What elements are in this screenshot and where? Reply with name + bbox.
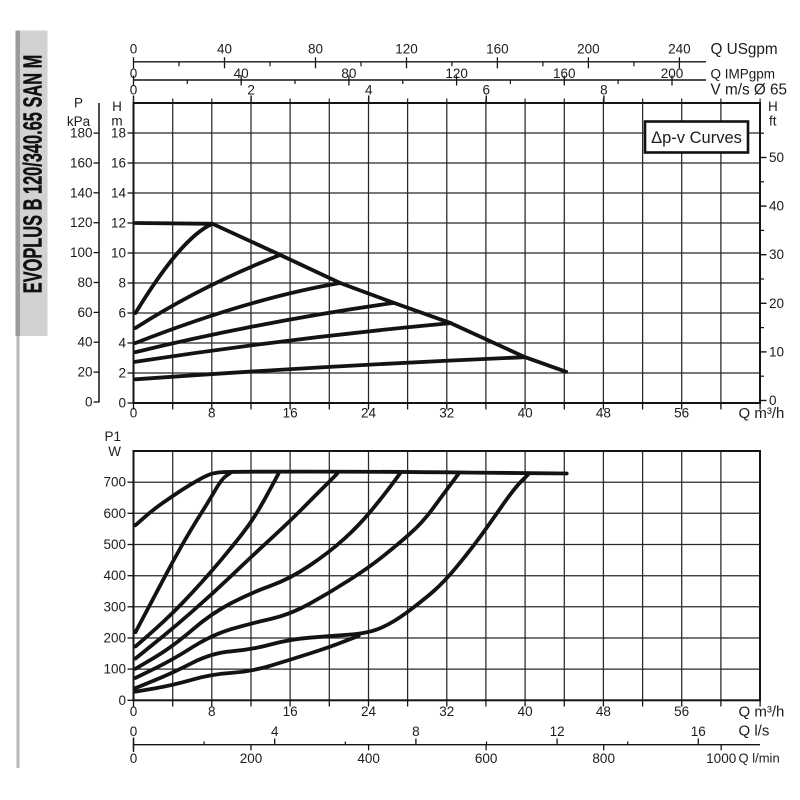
svg-text:120: 120 [445, 66, 468, 81]
svg-text:P1: P1 [104, 429, 121, 444]
svg-text:12: 12 [550, 724, 565, 739]
svg-text:200: 200 [240, 751, 263, 766]
svg-text:80: 80 [77, 275, 92, 290]
svg-text:600: 600 [103, 506, 126, 521]
svg-text:20: 20 [769, 296, 784, 311]
svg-text:160: 160 [553, 66, 576, 81]
svg-text:16: 16 [283, 406, 298, 421]
svg-text:32: 32 [439, 406, 454, 421]
svg-text:4: 4 [365, 83, 373, 98]
svg-text:Δp-v Curves: Δp-v Curves [651, 129, 742, 147]
svg-text:100: 100 [70, 245, 93, 260]
svg-text:500: 500 [103, 537, 126, 552]
svg-text:8: 8 [118, 276, 126, 291]
svg-text:0: 0 [85, 395, 93, 410]
svg-text:24: 24 [361, 406, 377, 421]
svg-text:1000: 1000 [706, 751, 736, 766]
svg-text:240: 240 [668, 42, 691, 57]
svg-text:16: 16 [691, 724, 706, 739]
svg-text:0: 0 [130, 724, 138, 739]
svg-text:H: H [112, 99, 122, 114]
svg-text:200: 200 [103, 631, 126, 646]
svg-text:0: 0 [118, 693, 126, 708]
svg-text:0: 0 [118, 396, 126, 411]
svg-text:120: 120 [70, 215, 93, 230]
svg-text:2: 2 [118, 366, 126, 381]
svg-text:0: 0 [130, 704, 138, 719]
svg-text:Q USgpm: Q USgpm [711, 41, 778, 58]
svg-text:8: 8 [208, 704, 216, 719]
svg-text:40: 40 [217, 42, 232, 57]
svg-text:40: 40 [77, 335, 92, 350]
svg-text:40: 40 [518, 406, 533, 421]
svg-text:60: 60 [77, 305, 92, 320]
svg-text:56: 56 [674, 704, 689, 719]
svg-text:8: 8 [208, 406, 216, 421]
svg-text:48: 48 [596, 704, 611, 719]
svg-text:P: P [74, 96, 83, 111]
svg-text:16: 16 [111, 156, 126, 171]
svg-text:40: 40 [234, 66, 249, 81]
svg-text:200: 200 [661, 66, 684, 81]
svg-text:140: 140 [70, 185, 93, 200]
svg-text:0: 0 [130, 406, 138, 421]
svg-text:180: 180 [70, 126, 93, 141]
svg-text:800: 800 [592, 751, 615, 766]
svg-text:48: 48 [596, 406, 611, 421]
svg-text:12: 12 [111, 216, 126, 231]
svg-text:0: 0 [130, 751, 138, 766]
svg-text:4: 4 [271, 724, 279, 739]
svg-text:300: 300 [103, 599, 126, 614]
svg-text:kPa: kPa [67, 114, 91, 129]
svg-text:16: 16 [283, 704, 298, 719]
svg-text:H: H [768, 99, 778, 114]
svg-text:8: 8 [412, 724, 420, 739]
svg-text:10: 10 [769, 344, 784, 359]
svg-text:100: 100 [103, 662, 126, 677]
svg-text:6: 6 [118, 306, 126, 321]
svg-text:56: 56 [674, 406, 689, 421]
svg-text:200: 200 [577, 42, 600, 57]
svg-text:Q l/min: Q l/min [739, 751, 780, 766]
svg-text:14: 14 [111, 186, 127, 201]
svg-text:W: W [108, 444, 121, 459]
svg-text:Q m³/h: Q m³/h [739, 405, 785, 422]
svg-text:50: 50 [769, 150, 784, 165]
svg-text:0: 0 [130, 66, 138, 81]
svg-text:40: 40 [769, 199, 784, 214]
svg-text:4: 4 [118, 336, 126, 351]
svg-text:10: 10 [111, 246, 126, 261]
svg-text:m: m [111, 114, 122, 129]
svg-text:120: 120 [395, 42, 418, 57]
svg-text:18: 18 [111, 126, 126, 141]
svg-text:160: 160 [486, 42, 509, 57]
svg-text:80: 80 [341, 66, 356, 81]
svg-text:700: 700 [103, 475, 126, 490]
svg-text:8: 8 [600, 83, 608, 98]
svg-text:6: 6 [483, 83, 491, 98]
svg-text:32: 32 [439, 704, 454, 719]
svg-text:40: 40 [518, 704, 533, 719]
svg-text:30: 30 [769, 247, 784, 262]
svg-text:Q IMPgpm: Q IMPgpm [711, 66, 776, 81]
svg-text:Q l/s: Q l/s [739, 723, 770, 740]
svg-text:EVOPLUS B 120/340.65 SAN M: EVOPLUS B 120/340.65 SAN M [18, 55, 48, 293]
svg-text:0: 0 [130, 83, 138, 98]
svg-text:V m/s Ø 65: V m/s Ø 65 [711, 82, 788, 99]
svg-text:ft: ft [769, 114, 777, 129]
svg-text:400: 400 [103, 568, 126, 583]
svg-text:80: 80 [308, 42, 323, 57]
svg-text:2: 2 [247, 83, 255, 98]
svg-text:24: 24 [361, 704, 377, 719]
svg-text:Q m³/h: Q m³/h [739, 703, 785, 720]
svg-text:160: 160 [70, 156, 93, 171]
svg-text:20: 20 [77, 365, 92, 380]
svg-text:600: 600 [475, 751, 498, 766]
svg-text:0: 0 [769, 393, 777, 408]
svg-text:0: 0 [130, 42, 138, 57]
svg-text:400: 400 [357, 751, 380, 766]
